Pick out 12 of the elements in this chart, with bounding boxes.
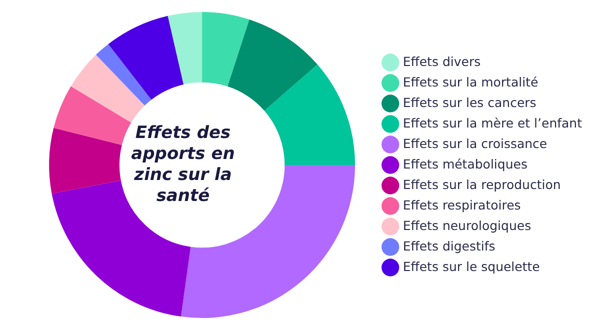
legend-label: Effets métaboliques	[402, 156, 528, 172]
legend-label: Effets sur la reproduction	[402, 176, 561, 192]
legend-label: Effets sur la croissance	[402, 136, 548, 151]
legend-label: Effets digestifs	[402, 238, 496, 254]
legend-label: Effets sur le squelette	[402, 258, 540, 274]
legend-label: Effets sur la mère et l’enfant	[402, 115, 582, 130]
legend-label: Effets neurologiques	[402, 218, 532, 233]
legend-label: Effets sur la mortalité	[402, 74, 538, 90]
legend-label: Effets divers	[402, 54, 481, 69]
text: Effets des apports en zinc sur la santé	[130, 122, 236, 208]
legend-label: Effets sur les cancers	[402, 94, 536, 110]
legend-label: Effets respiratoires	[402, 197, 521, 212]
